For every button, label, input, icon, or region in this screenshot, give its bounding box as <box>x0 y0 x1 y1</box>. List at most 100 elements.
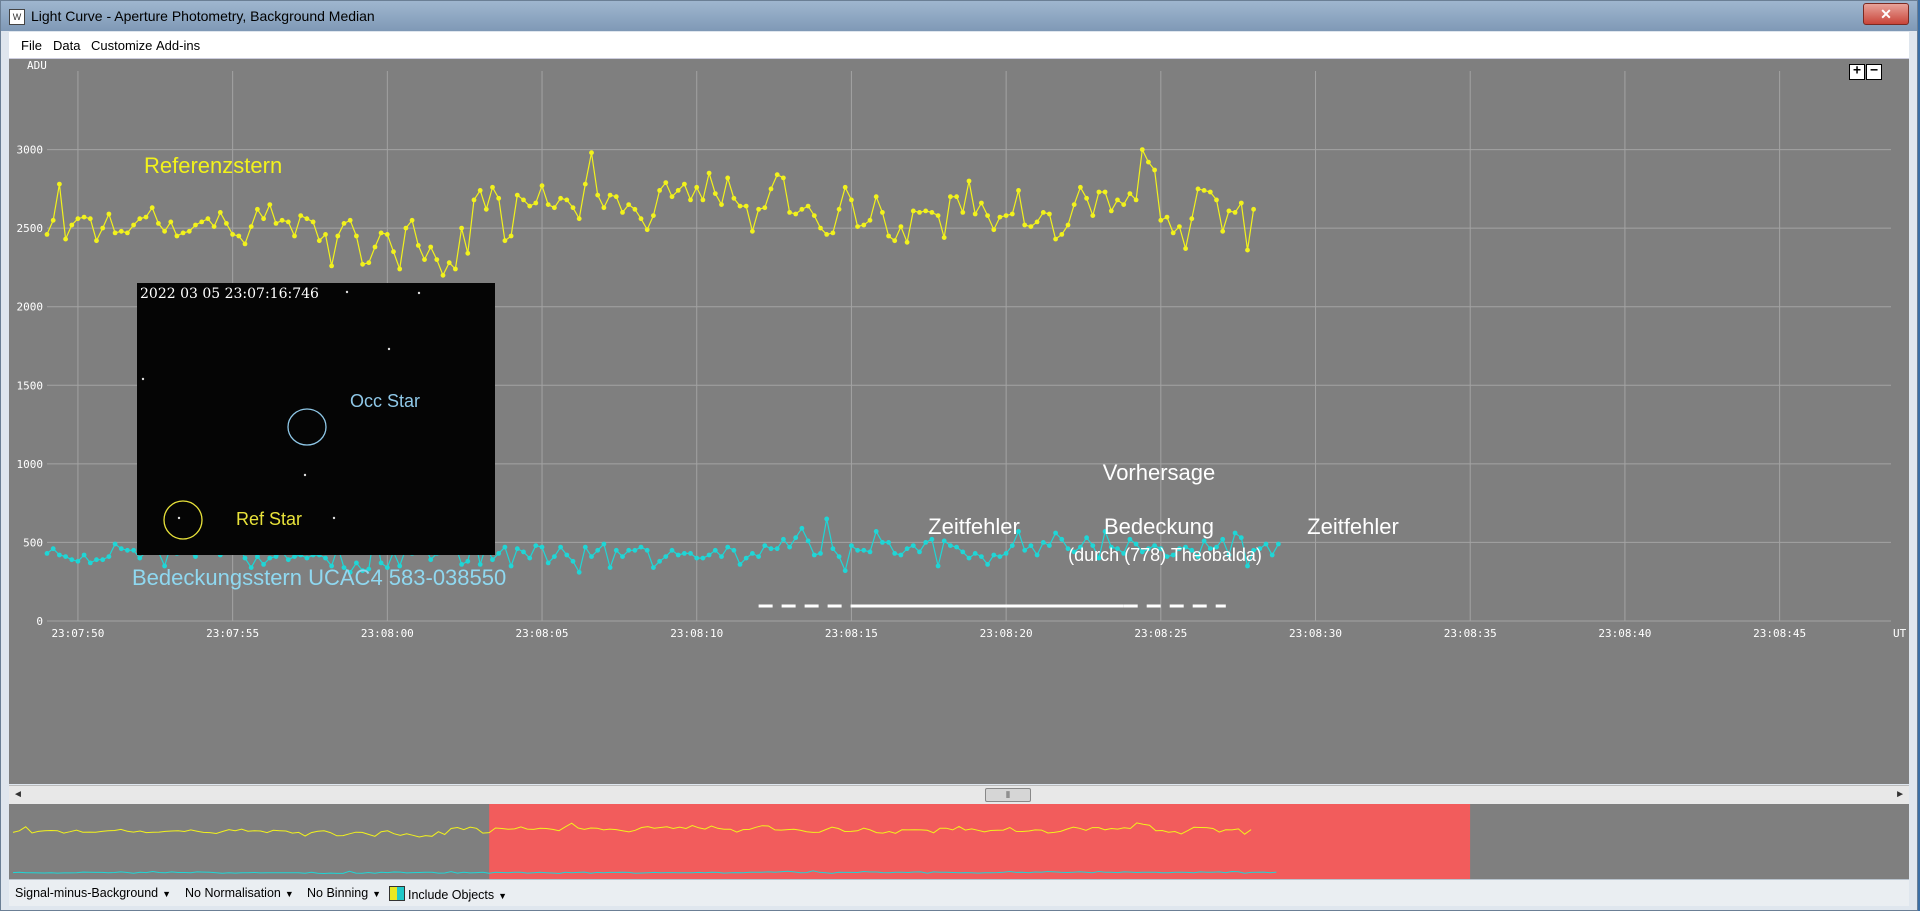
reference-star-point <box>323 232 328 237</box>
reference-star-point <box>1040 210 1046 215</box>
light-curve-plot[interactable]: 0 500 1000 1500 2000 2500 3000 23:07:50 23:07:55… <box>9 59 1909 784</box>
reference-star-point <box>1214 197 1219 203</box>
x-tick-label: 23:07:50 <box>51 627 104 640</box>
inset-star <box>303 473 307 477</box>
menu-data[interactable]: Data <box>53 38 81 53</box>
overview-reference-line <box>12 822 1252 838</box>
reference-star-point <box>440 272 446 278</box>
x-tick-label: 23:08:45 <box>1753 627 1806 640</box>
reference-star-point <box>694 184 700 190</box>
normalisation-dropdown[interactable]: No Normalisation ▼ <box>185 886 294 900</box>
occulted-star-point <box>1127 536 1133 542</box>
occulted-star-point <box>607 565 613 570</box>
occulted-star-point <box>69 557 75 563</box>
signal-mode-dropdown[interactable]: Signal-minus-Background ▼ <box>15 886 171 900</box>
occulted-star-point <box>657 558 662 564</box>
occulted-star-point <box>620 554 625 559</box>
reference-star-point <box>397 266 403 272</box>
occulted-star-point <box>737 562 743 567</box>
reference-star-point <box>1139 147 1145 152</box>
occulted-star-point <box>1226 552 1232 558</box>
x-tick-label: 23:08:10 <box>670 627 723 640</box>
reference-star-point <box>384 232 390 237</box>
scroll-thumb[interactable]: ⦀ <box>985 788 1031 802</box>
x-axis-unit: UT <box>1893 627 1907 640</box>
reference-star-annotation: Referenzstern <box>144 153 282 178</box>
reference-star-point <box>552 205 557 211</box>
x-tick-label: 23:08:15 <box>825 627 878 640</box>
reference-star-point <box>304 216 310 222</box>
zoom-out-button[interactable]: − <box>1866 64 1882 80</box>
prediction-title: Vorhersage <box>1103 460 1216 485</box>
menu-customize[interactable]: Customize <box>91 38 153 53</box>
occulted-star-point <box>954 544 959 550</box>
occulted-star-point <box>731 547 737 553</box>
occulted-star-point <box>768 546 774 552</box>
occulted-star-point <box>1121 551 1127 556</box>
close-button[interactable]: ✕ <box>1863 3 1909 25</box>
occulted-star-point <box>626 547 632 553</box>
reference-star-point <box>768 186 774 192</box>
occ-star-circle <box>287 408 327 446</box>
occulted-star-point <box>1059 536 1065 542</box>
reference-star-point <box>57 181 62 187</box>
reference-star-point <box>1195 186 1201 192</box>
occulted-star-point <box>824 516 830 522</box>
scroll-right-arrow-icon[interactable]: ► <box>1895 789 1905 800</box>
reference-star-point <box>651 213 656 219</box>
reference-star-point <box>564 197 570 203</box>
occulted-star-point <box>855 547 860 553</box>
occulted-star-point <box>941 538 947 544</box>
reference-star-point <box>1207 189 1213 195</box>
occulted-star-point <box>1040 540 1046 545</box>
occulted-star-point <box>595 547 601 553</box>
reference-star-point <box>261 216 266 222</box>
reference-star-point <box>712 191 718 197</box>
reference-star-point <box>954 194 959 200</box>
reference-star-point <box>527 203 533 209</box>
x-tick-label: 23:08:25 <box>1134 627 1187 640</box>
occulted-star-point <box>57 552 62 558</box>
menu-add-ins[interactable]: Add-ins <box>156 38 201 53</box>
occulted-star-point <box>589 554 594 559</box>
overview-strip[interactable] <box>9 804 1909 879</box>
reference-star-point <box>613 194 619 200</box>
occulted-star-point <box>651 565 656 570</box>
occulted-star-point <box>118 546 124 552</box>
occulted-star-point <box>1263 541 1269 547</box>
horizontal-scrollbar[interactable]: ◄ ⦀ ► <box>9 785 1909 805</box>
occulted-star-point <box>558 544 563 550</box>
title-bar[interactable]: W Light Curve - Aperture Photometry, Bac… <box>1 1 1917 31</box>
occulted-star-point <box>490 557 495 563</box>
occulted-star-point <box>131 547 136 553</box>
reference-star-point <box>1245 247 1250 253</box>
reference-star-point <box>1133 197 1139 203</box>
reference-star-point <box>453 266 458 272</box>
reference-star-point <box>162 228 168 234</box>
binning-dropdown[interactable]: No Binning ▼ <box>307 886 381 900</box>
occulted-star-point <box>1016 529 1021 534</box>
occulted-star-point <box>354 560 359 566</box>
reference-star-point <box>434 257 440 262</box>
reference-star-point <box>935 213 941 219</box>
star-field-inset: 2022 03 05 23:07:16:746 Occ Star Ref Star <box>137 283 495 555</box>
reference-star-point <box>601 205 607 211</box>
scroll-left-arrow-icon[interactable]: ◄ <box>13 789 23 800</box>
inset-star <box>345 290 349 294</box>
occulted-star-point <box>137 555 143 561</box>
occulted-star-point <box>552 554 557 559</box>
occulted-star-point <box>255 554 260 559</box>
occulted-star-point <box>1189 547 1195 553</box>
occulted-star-point <box>966 555 972 561</box>
reference-star-point <box>131 222 136 228</box>
reference-star-point <box>620 210 625 215</box>
occulted-star-point <box>112 541 118 547</box>
menu-file[interactable]: File <box>21 38 42 53</box>
zoom-in-button[interactable]: + <box>1849 64 1865 80</box>
occulted-star-point <box>805 538 811 544</box>
reference-star-point <box>471 197 477 203</box>
reference-star-point <box>391 249 396 255</box>
inset-star <box>141 377 145 381</box>
reference-star-point <box>186 228 192 234</box>
include-objects-dropdown[interactable]: Include Objects ▼ <box>389 886 507 902</box>
